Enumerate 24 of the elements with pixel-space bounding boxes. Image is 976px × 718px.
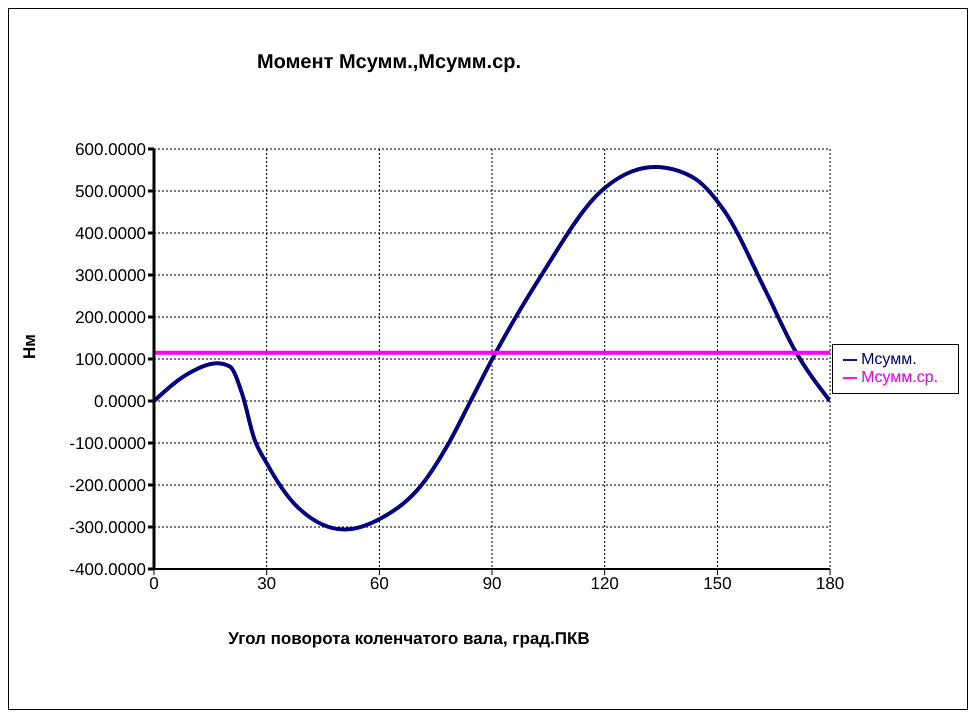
x-axis-title: Угол поворота коленчатого вала, град.ПКВ <box>227 629 591 649</box>
legend-label: Mсумм.ср. <box>861 369 938 386</box>
y-tick-label: 400.0000 <box>75 224 146 244</box>
y-tick-label: 200.0000 <box>75 308 146 328</box>
x-tick-label: 60 <box>370 574 389 594</box>
x-tick-label: 150 <box>703 574 732 594</box>
x-tick-label: 90 <box>482 574 502 594</box>
legend-label: Mсумм. <box>861 351 917 368</box>
line-series <box>154 165 830 532</box>
y-tick-label: -400.0000 <box>69 560 146 580</box>
y-tick-label: 300.0000 <box>75 266 146 286</box>
y-tick-label: -100.0000 <box>69 434 146 454</box>
y-tick-label: 100.0000 <box>75 350 146 370</box>
y-tick-label: 600.0000 <box>75 140 146 160</box>
x-tick-label: 180 <box>816 574 844 594</box>
y-tick-label: 500.0000 <box>75 182 146 202</box>
y-tick-label: -200.0000 <box>69 476 146 496</box>
x-tick-label: 120 <box>590 574 619 594</box>
x-tick-label: 0 <box>149 574 159 594</box>
chart-title: Момент Mсумм.,Mсумм.ср. <box>256 51 522 74</box>
x-tick-label: 30 <box>257 574 276 594</box>
y-tick-label: 0.0000 <box>94 392 146 412</box>
y-axis-title: Нм <box>20 334 40 359</box>
y-tick-label: -300.0000 <box>69 518 146 538</box>
